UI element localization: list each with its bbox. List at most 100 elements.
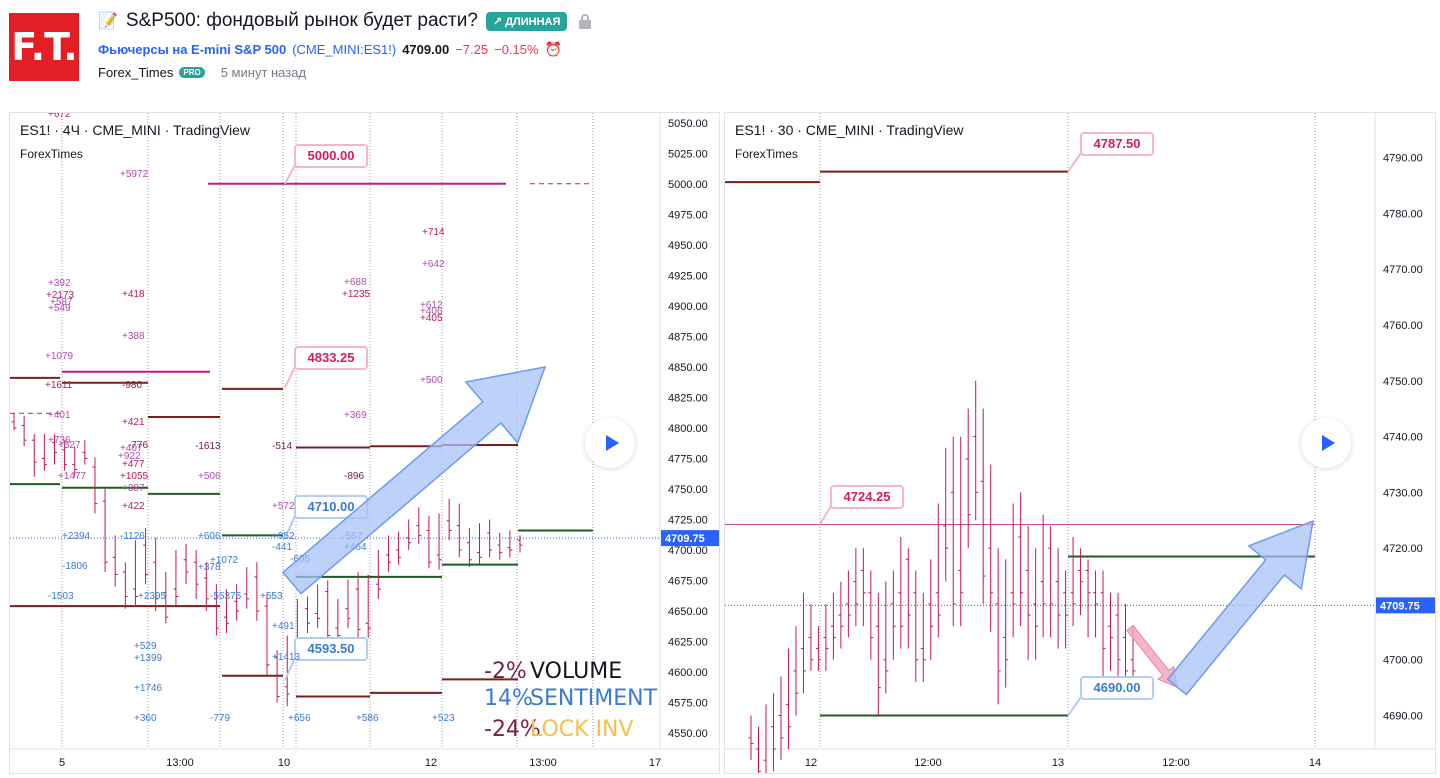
indicator-value: -24%	[484, 717, 541, 742]
callout-box	[294, 637, 368, 661]
price-axis-tick: 5000.00	[668, 179, 708, 191]
alarm-clock-icon[interactable]: ⏰	[544, 41, 562, 57]
order-flow-label: +527	[58, 440, 81, 451]
order-flow-label: -514	[272, 441, 292, 452]
play-icon	[1321, 435, 1335, 451]
price-axis-tick: 4650.00	[668, 606, 708, 618]
callout-box	[294, 144, 368, 168]
publish-time: 5 минут назад	[220, 65, 307, 80]
time-axis-tick: 5	[59, 757, 65, 769]
price-axis-tick: 4550.00	[668, 728, 708, 740]
price-axis-tick: 4700.00	[1383, 655, 1423, 667]
price-change: −7.25	[455, 42, 489, 57]
current-price-tag	[1376, 597, 1435, 614]
chart-canvas-4h[interactable]: 5050.00 5025.00 5000.00 4975.00 4950.00 4925.…	[10, 113, 720, 774]
order-flow-label: +1055	[120, 471, 149, 482]
price-axis-tick: 4800.00	[668, 423, 708, 435]
price-axis-tick: 4850.00	[668, 362, 708, 374]
author-row: Forex_Times PRO 5 минут назад	[98, 65, 306, 80]
price-axis-tick: 4700.00	[668, 545, 708, 557]
order-flow-label: +1611	[45, 380, 73, 391]
indicator-row-lock-inv: -24%LOCK INV	[484, 717, 634, 742]
idea-icon: 📝	[98, 13, 118, 30]
price-axis-tick: 4825.00	[668, 392, 708, 404]
callout-price-label: 4724.25	[844, 489, 891, 504]
time-axis-tick: 13:00	[166, 757, 194, 769]
order-flow-label: +549	[48, 303, 71, 314]
forecast-arrow-up	[1166, 519, 1314, 696]
callout-price-label: 4593.50	[308, 641, 355, 656]
order-flow-label: +418	[122, 289, 145, 300]
long-badge: ↗ ДЛИННАЯ	[485, 11, 568, 31]
callout-pointer	[1067, 696, 1082, 717]
author-logo[interactable]: F.T.	[9, 13, 79, 81]
chart-panel-30m[interactable]: 4790.00 4780.00 4770.00 4760.00 4750.00 4740.…	[724, 112, 1436, 774]
order-flow-label: +612	[420, 300, 443, 311]
chart-author-label: ForexTimes	[735, 147, 798, 161]
lock-icon	[579, 14, 592, 29]
price-axis-tick: 4720.00	[1383, 543, 1423, 555]
author-name[interactable]: Forex_Times	[98, 65, 174, 80]
time-axis-tick: 14	[1309, 757, 1321, 769]
order-flow-label: +587	[50, 297, 73, 308]
price-change-percent: −0.15%	[494, 42, 539, 57]
symbol-code-link[interactable]: (CME_MINI:ES1!)	[292, 42, 397, 57]
order-flow-label: -1806	[62, 561, 88, 572]
order-flow-label: +378	[198, 562, 221, 573]
order-flow-label: -980	[122, 380, 142, 391]
time-axis-tick: 10	[278, 757, 290, 769]
order-flow-label: +586	[356, 713, 379, 724]
callout-pointer	[284, 515, 296, 539]
order-flow-label: -776	[128, 440, 148, 451]
order-flow-label: +506	[198, 471, 221, 482]
price-axis-tick: 4740.00	[1383, 432, 1423, 444]
price-axis-tick: 4760.00	[1383, 320, 1423, 332]
symbol-name-link[interactable]: Фьючерсы на E-mini S&P 500	[98, 42, 287, 57]
callout-price-label: 4710.00	[308, 499, 355, 514]
forecast-arrow-up	[281, 366, 547, 595]
order-flow-label: +407	[120, 443, 143, 454]
order-flow-label: +5972	[120, 169, 149, 180]
price-axis-tick: 4575.00	[668, 698, 708, 710]
order-flow-label: +1079	[45, 351, 74, 362]
time-axis-tick: 12	[805, 757, 817, 769]
play-icon	[605, 435, 619, 451]
time-axis-tick: 12	[425, 757, 437, 769]
price-axis-tick: 4770.00	[1383, 264, 1423, 276]
order-flow-label: +388	[122, 331, 145, 342]
order-flow-label: +523	[432, 713, 455, 724]
order-flow-label: +421	[122, 417, 145, 428]
play-replay-button[interactable]	[585, 418, 635, 468]
chart-title: ES1! · 30 · CME_MINI · TradingView	[735, 122, 964, 138]
chart-panel-4h[interactable]: 5050.00 5025.00 5000.00 4975.00 4950.00 4925.…	[9, 112, 720, 774]
order-flow-label: +1746	[134, 683, 163, 694]
order-flow-label: +1235	[342, 289, 371, 300]
callout-box	[1080, 132, 1154, 156]
price-axis-tick: 4750.00	[1383, 376, 1423, 388]
order-flow-label: +405	[420, 313, 443, 324]
callout-pointer	[284, 164, 296, 185]
price-axis-tick: 4690.00	[1383, 711, 1423, 723]
indicator-name: LOCK INV	[530, 717, 634, 742]
chart-canvas-30m[interactable]: 4790.00 4780.00 4770.00 4760.00 4750.00 4740.…	[725, 113, 1436, 774]
time-axis-tick: 13	[1052, 757, 1064, 769]
indicator-row-volume: -2% VOLUME	[484, 659, 622, 684]
price-axis-tick: 4730.00	[1383, 487, 1423, 499]
order-flow-label: +392	[48, 278, 71, 289]
play-replay-button[interactable]	[1301, 418, 1351, 468]
title-row: 📝 S&P500: фондовый рынок будет расти? ↗ …	[98, 10, 592, 32]
order-flow-label: -55375	[210, 591, 242, 602]
time-axis-tick: 12:00	[1162, 757, 1190, 769]
price-axis-tick: 4900.00	[668, 301, 708, 313]
callout-price-label: 5000.00	[308, 148, 355, 163]
indicator-row-sentiment: 14%SENTIMENT	[484, 686, 657, 711]
order-flow-label: +714	[422, 227, 445, 238]
price-axis-tick: 4790.00	[1383, 153, 1423, 165]
order-flow-label: +422	[122, 501, 145, 512]
time-axis-tick: 17	[649, 757, 661, 769]
callout-price-label: 4787.50	[1094, 136, 1141, 151]
time-axis-tick: 13:00	[529, 757, 557, 769]
indicator-name: VOLUME	[530, 659, 623, 684]
order-flow-label: +1072	[210, 555, 239, 566]
callout-pointer	[284, 657, 296, 681]
